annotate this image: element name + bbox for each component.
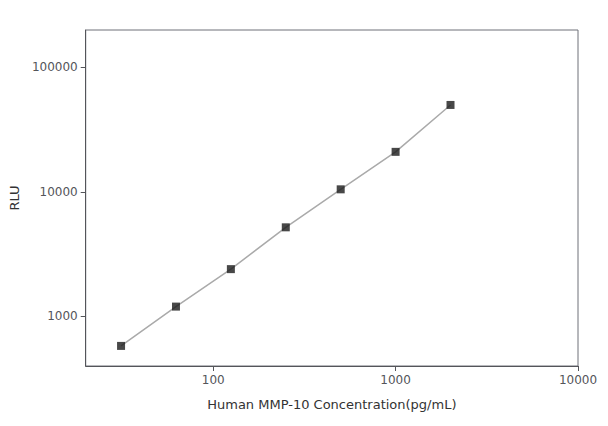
svg-text:100: 100 [202, 373, 225, 387]
svg-text:RLU: RLU [7, 185, 22, 210]
svg-text:1000: 1000 [380, 373, 411, 387]
svg-text:Human MMP-10 Concentration(pg/: Human MMP-10 Concentration(pg/mL) [207, 397, 456, 412]
svg-text:1000: 1000 [47, 309, 78, 323]
svg-text:10000: 10000 [40, 185, 78, 199]
svg-text:10000: 10000 [559, 373, 597, 387]
svg-text:100000: 100000 [32, 60, 78, 74]
